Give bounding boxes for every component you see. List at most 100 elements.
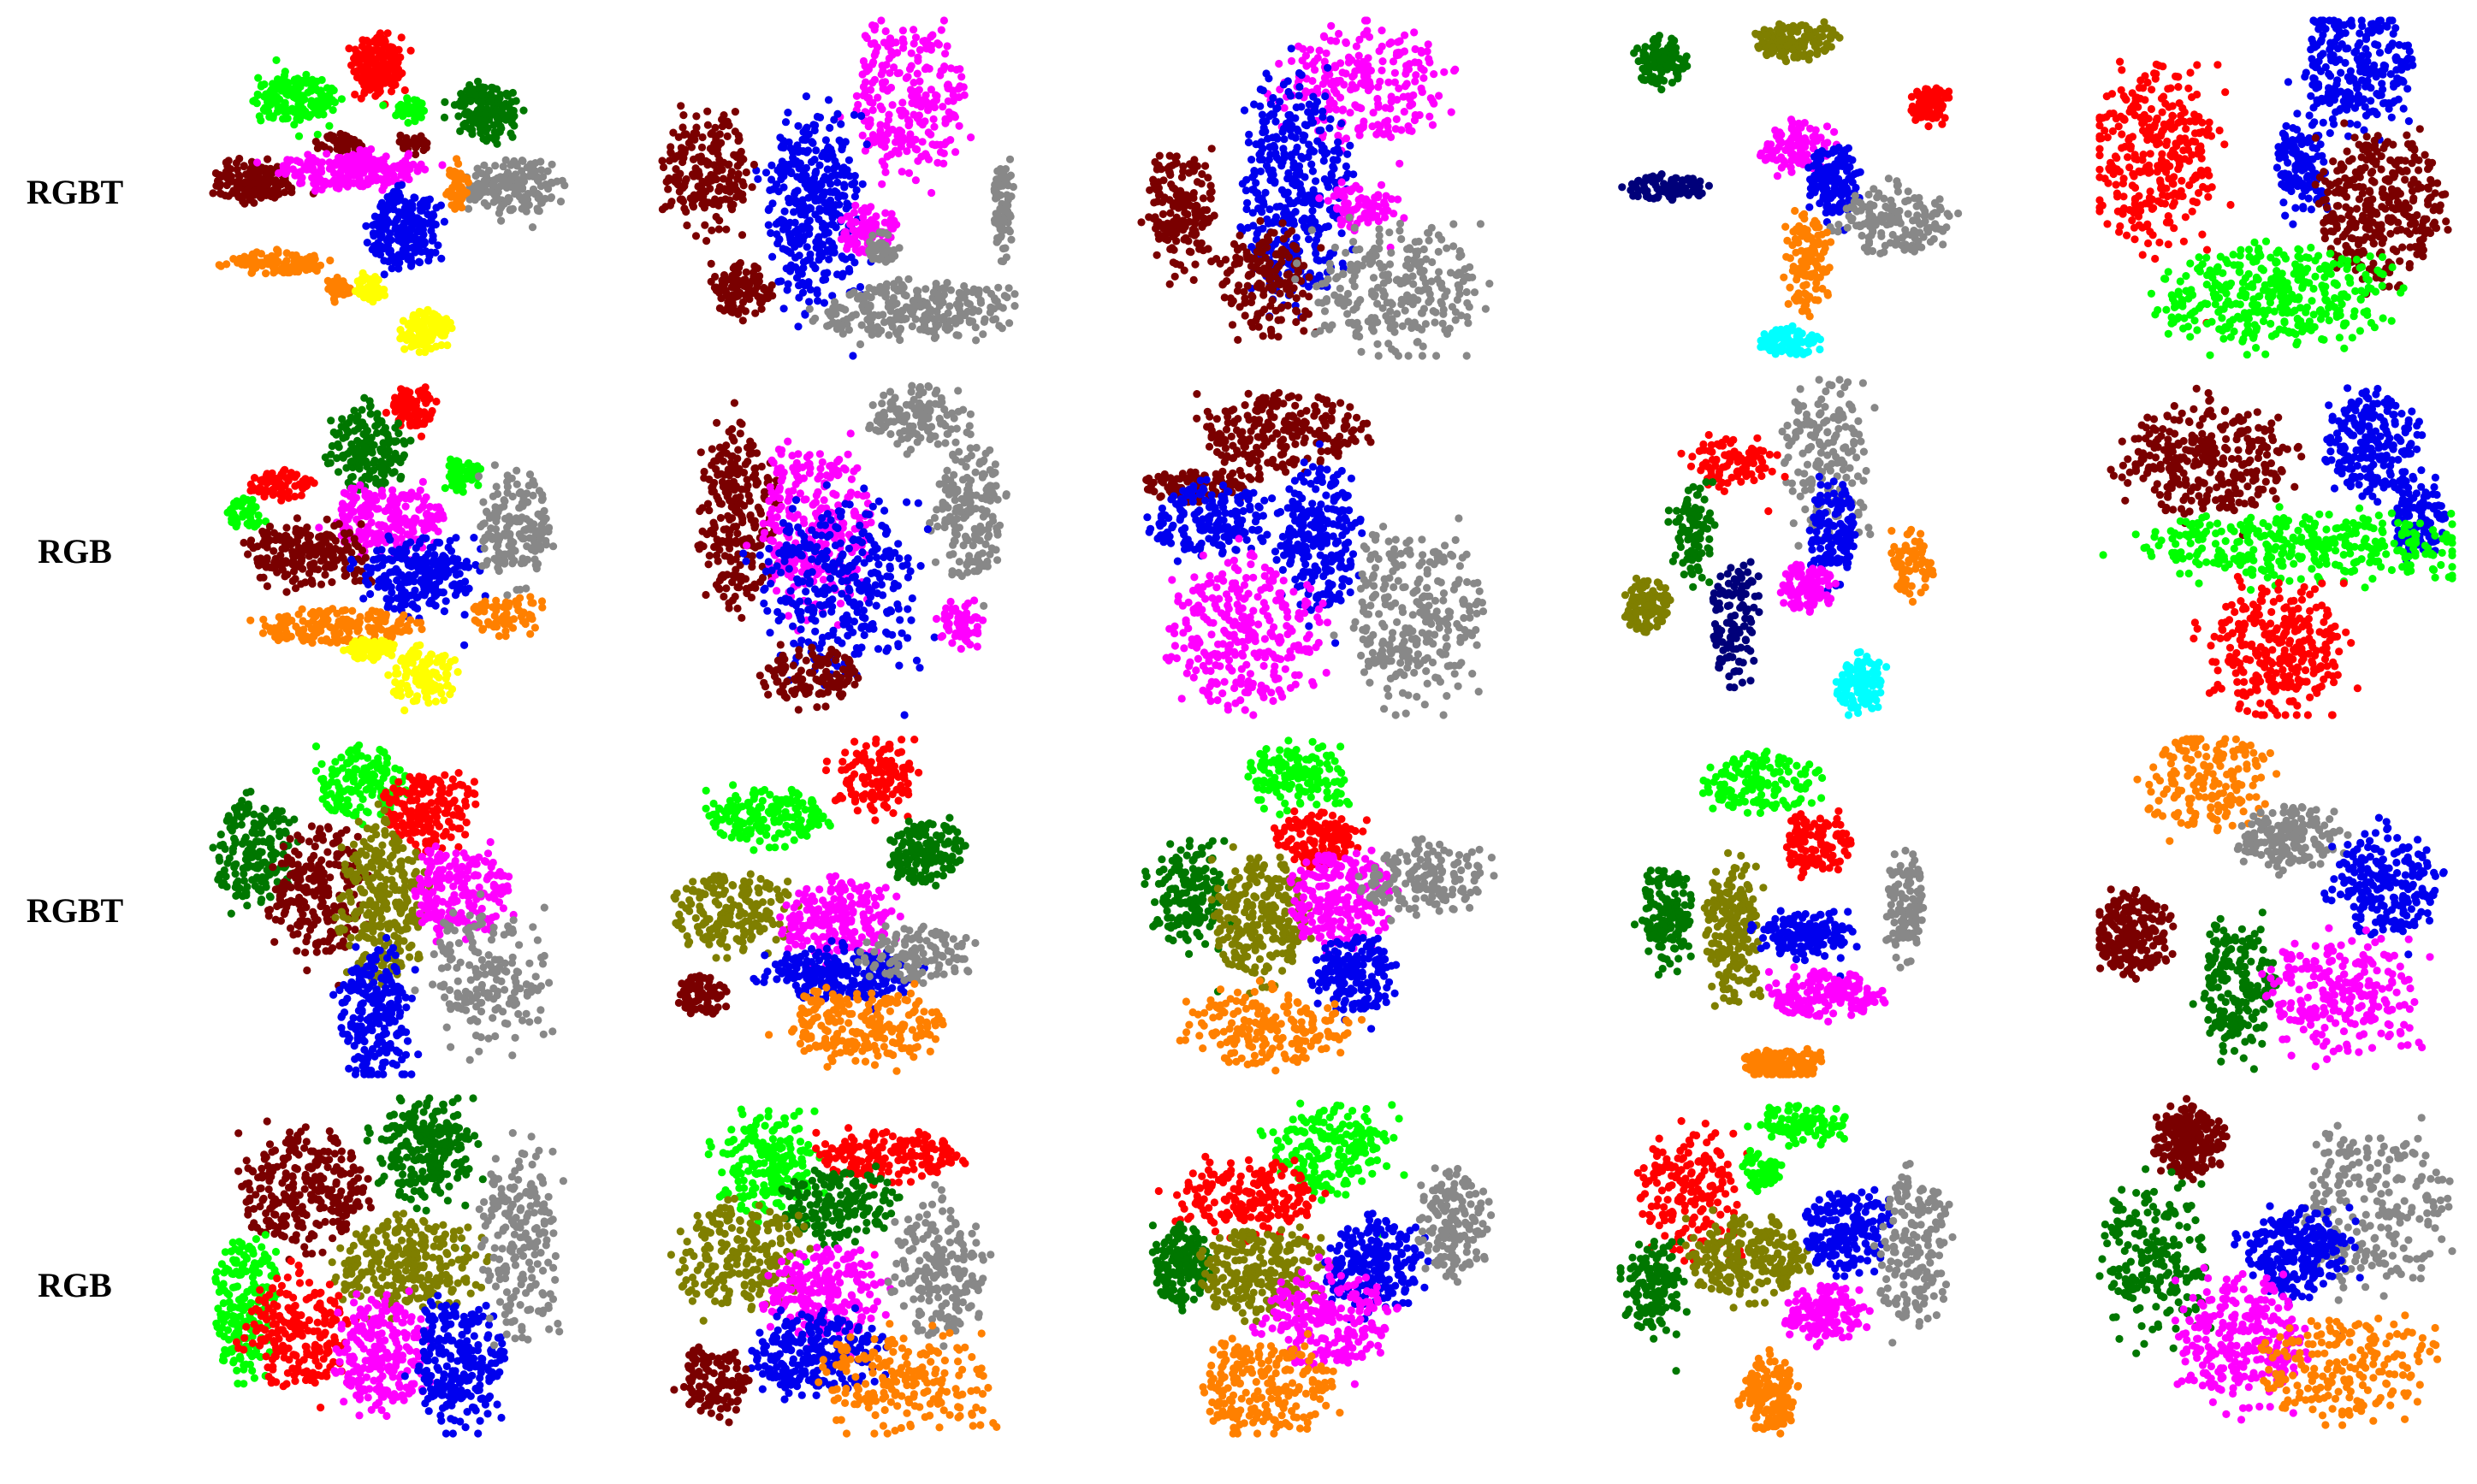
scatter-point-maroon (727, 283, 736, 292)
scatter-point-blue (850, 110, 858, 119)
scatter-point-blue (786, 235, 795, 244)
scatter-point-green (392, 111, 400, 120)
row-label-rgbt-1: RGBT (0, 175, 150, 210)
scatter-point-blue (404, 228, 413, 237)
scatter-point-gray (1401, 306, 1409, 315)
scatter-point-green (416, 105, 424, 114)
scatter-point-magenta (887, 47, 896, 56)
scatter-point-gray (1443, 244, 1451, 252)
scatter-point-magenta (960, 91, 969, 99)
scatter-point-blue (767, 175, 776, 184)
scatter-point-dark_green (441, 98, 449, 106)
scatter-point-magenta (1773, 172, 1781, 180)
scatter-point-blue (1265, 205, 1274, 214)
scatter-point-gray (501, 156, 510, 164)
scatter-point-maroon (686, 194, 695, 203)
scatter-point-gray (990, 216, 999, 224)
scatter-point-magenta (862, 33, 871, 43)
cluster-dark_green (440, 77, 528, 148)
scatter-point-blue (835, 200, 844, 209)
scatter-point-maroon (1176, 261, 1185, 269)
scatter-point-blue (833, 109, 842, 118)
scatter-point-gray (1374, 352, 1383, 360)
scatter-point-red (1924, 122, 1933, 131)
scatter-point-maroon (749, 288, 758, 298)
scatter-point-maroon (1151, 213, 1159, 222)
scatter-point-gray (1369, 274, 1378, 282)
scatter-point-maroon (1304, 310, 1313, 318)
scatter-point-green (255, 112, 264, 121)
scatter-point-red (1909, 109, 1918, 117)
scatter-point-green (305, 77, 313, 86)
scatter-point-magenta (405, 150, 413, 158)
scatter-point-maroon (1277, 279, 1286, 287)
scatter-point-olive (1799, 40, 1809, 49)
scatter-point-magenta (1340, 192, 1348, 201)
scatter-point-gray (483, 202, 492, 210)
scatter-point-gray (1445, 324, 1454, 333)
cluster-orange (323, 273, 354, 306)
scatter-point-gray (939, 284, 947, 293)
scatter-point-maroon (742, 268, 750, 276)
scatter-point-olive (1835, 33, 1844, 42)
scatter-point-blue (1272, 203, 1281, 211)
scatter-point-blue (1272, 133, 1281, 141)
scatter-point-gray (956, 309, 964, 317)
scatter-point-blue (1247, 243, 1256, 251)
scatter-point-maroon (725, 121, 733, 130)
scatter-point-gray (1412, 257, 1420, 267)
scatter-point-maroon (222, 158, 230, 167)
scatter-point-magenta (348, 151, 357, 159)
scatter-point-gray (830, 298, 839, 306)
scatter-point-maroon (1276, 289, 1284, 298)
scatter-point-orange (247, 269, 256, 277)
scatter-point-blue (400, 198, 409, 206)
scatter-point-blue (370, 241, 378, 251)
scatter-point-magenta (1787, 168, 1796, 176)
scatter-point-blue (1299, 154, 1307, 163)
scatter-point-magenta (312, 178, 321, 186)
scatter-point-magenta (910, 79, 918, 87)
scatter-point-maroon (1265, 236, 1273, 245)
scatter-point-maroon (1159, 176, 1168, 185)
scatter-point-maroon (264, 180, 272, 189)
scatter-point-gray (965, 300, 974, 309)
scatter-point-maroon (255, 174, 264, 182)
scatter-point-blue (833, 178, 842, 186)
scatter-point-maroon (246, 172, 255, 180)
scatter-point-gray (1000, 292, 1009, 300)
scatter-point-blue (1308, 167, 1317, 175)
scatter-point-blue (1243, 198, 1252, 207)
scatter-point-navy (1686, 177, 1694, 186)
scatter-point-dark_green (482, 127, 490, 136)
scatter-point-blue (809, 174, 819, 183)
scatter-point-gray (952, 331, 961, 340)
cluster-dark_green (1630, 32, 1692, 94)
scatter-point-maroon (1159, 221, 1167, 229)
cluster-maroon (395, 131, 431, 159)
scatter-point-blue (1804, 163, 1813, 172)
scatter-point-magenta (1378, 66, 1386, 74)
scatter-point-maroon (698, 133, 707, 142)
scatter-point-blue (833, 270, 842, 279)
scatter-point-dark_green (1668, 60, 1676, 68)
scatter-point-blue (422, 247, 430, 256)
scatter-point-blue (798, 135, 807, 144)
scatter-point-maroon (1218, 281, 1227, 289)
scatter-point-maroon (753, 264, 761, 273)
scatter-point-gray (900, 315, 909, 323)
scatter-point-navy (1634, 176, 1643, 185)
scatter-point-magenta (1369, 109, 1378, 117)
scatter-point-blue (841, 255, 850, 263)
scatter-point-orange (229, 255, 238, 263)
scatter-point-blue (385, 195, 394, 204)
scatter-point-gray (1355, 332, 1364, 341)
scatter-point-magenta (912, 100, 921, 109)
scatter-point-gray (896, 335, 904, 345)
scatter-point-magenta (329, 160, 337, 169)
scatter-point-red (383, 29, 392, 38)
scatter-point-blue (1289, 158, 1298, 168)
scatter-point-blue (427, 227, 436, 235)
scatter-point-blue (1307, 214, 1316, 222)
scatter-point-dark_green (454, 99, 464, 108)
